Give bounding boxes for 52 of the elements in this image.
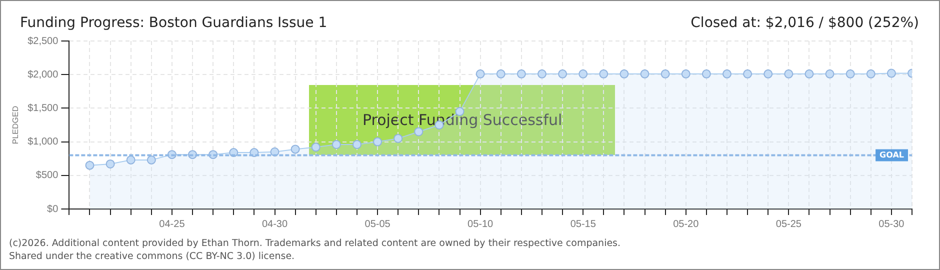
x-tick-label: 05-10 xyxy=(468,218,494,230)
y-tick-label: $1,000 xyxy=(28,136,59,148)
text: Shared under the creative commons (CC BY-NC 3.0) license. xyxy=(9,250,296,263)
y-tick-label: $0 xyxy=(47,204,59,215)
chart-subtitle: Closed at: $2,016 / $800 (252%) xyxy=(690,15,919,31)
point xyxy=(516,69,526,78)
point xyxy=(660,69,670,78)
point xyxy=(394,134,403,143)
point xyxy=(496,69,506,78)
point xyxy=(640,69,650,78)
point xyxy=(599,69,608,78)
x-tick-label: 05-05 xyxy=(364,218,391,230)
x-tick-label: 05-20 xyxy=(673,218,700,230)
point xyxy=(804,69,814,78)
x-tick-label: 05-25 xyxy=(776,218,802,230)
point xyxy=(578,69,588,78)
point xyxy=(702,69,711,78)
point xyxy=(681,69,690,78)
ref-line-label: GOAL xyxy=(880,150,904,160)
point xyxy=(476,69,485,78)
point xyxy=(743,69,752,78)
point xyxy=(825,69,834,78)
point xyxy=(866,69,876,78)
x-tick-label: 05-30 xyxy=(878,218,905,230)
point xyxy=(332,140,341,149)
point xyxy=(290,144,300,154)
point xyxy=(784,69,794,78)
y-tick-label: $2,500 xyxy=(28,36,59,47)
point xyxy=(537,69,546,78)
point xyxy=(85,160,94,170)
y-axis-title: PLEDGED xyxy=(11,106,20,144)
chart-title: Funding Progress: Boston Guardians Issue 1 xyxy=(20,15,328,31)
point xyxy=(414,127,424,136)
x-tick-label: 04-25 xyxy=(159,218,186,230)
y-tick-label: $1,500 xyxy=(28,102,59,114)
x-tick-label: 05-15 xyxy=(570,218,596,230)
point xyxy=(620,69,629,78)
x-tick-label: 04-30 xyxy=(262,218,288,230)
point xyxy=(886,68,896,78)
point xyxy=(373,137,382,146)
point xyxy=(722,69,732,78)
y-tick-label: $500 xyxy=(36,170,59,182)
point xyxy=(352,140,362,149)
point xyxy=(558,69,568,78)
point xyxy=(106,159,115,168)
point xyxy=(846,69,855,78)
point xyxy=(146,155,156,164)
text: (c)2026. Additional content provided by Ethan Thorn. Trademarks and related content are owned by their respective companies. xyxy=(9,237,621,250)
point xyxy=(311,142,320,152)
y-tick-label: $2,000 xyxy=(28,69,59,80)
point xyxy=(764,69,773,78)
point xyxy=(126,155,136,164)
